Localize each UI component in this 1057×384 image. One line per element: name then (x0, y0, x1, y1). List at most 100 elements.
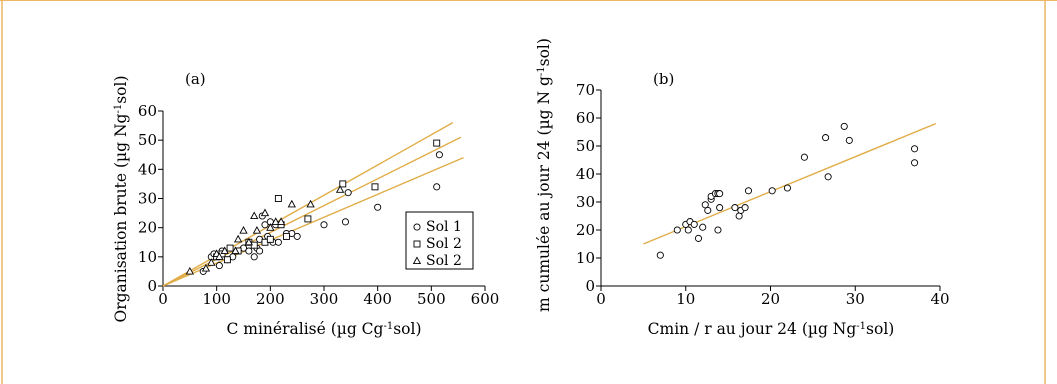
y-tick-label-b: 20 (576, 221, 595, 239)
data-point-b-series-1 (824, 173, 832, 181)
data-point-a-series-3 (335, 185, 345, 193)
data-point-b-series-1 (699, 223, 707, 231)
data-point-b-series-1 (701, 201, 709, 209)
data-point-a-series-2 (266, 235, 274, 243)
data-point-b-series-1 (716, 190, 724, 198)
data-point-a-series-1 (293, 232, 301, 240)
legend-label-sol-2-triangle: Sol 2 (426, 253, 462, 269)
data-point-a-series-2 (282, 232, 290, 240)
data-point-a-series-3 (266, 223, 275, 231)
panel-label-a: (a) (185, 70, 206, 88)
data-point-b-series-1 (741, 204, 749, 212)
data-point-b-series-1 (673, 226, 681, 234)
x-tick-label-a: 500 (417, 290, 446, 308)
data-point-b-series-1 (783, 184, 792, 192)
x-tick-label-b: 20 (761, 290, 780, 308)
data-point-a-series-2 (433, 139, 441, 147)
data-point-a-series-1 (215, 262, 223, 270)
data-point-a-series-3 (201, 263, 211, 272)
data-point-a-series-2 (304, 215, 312, 223)
y-tick-label-a: 0 (147, 277, 157, 295)
y-tick-label-b: 50 (576, 137, 595, 155)
data-point-a-series-3 (252, 226, 262, 234)
data-point-b-series-1 (716, 204, 724, 212)
data-point-a-series-2 (339, 180, 347, 188)
data-point-b-series-1 (731, 204, 739, 212)
x-tick-label-a: 0 (158, 290, 168, 308)
data-point-a-series-1 (274, 238, 282, 246)
data-point-a-series-2 (223, 256, 231, 264)
data-point-a-series-1 (245, 247, 253, 255)
data-point-a-series-3 (250, 211, 259, 220)
data-point-b-series-1 (768, 187, 776, 195)
data-point-a-series-3 (231, 246, 240, 255)
data-point-a-series-1 (433, 183, 441, 191)
x-tick-label-a: 600 (471, 290, 500, 308)
y-tick-label-b: 30 (576, 193, 595, 211)
data-point-a-series-1 (344, 189, 352, 197)
legend-a: Sol 1 Sol 2 Sol 2 (405, 211, 474, 270)
data-point-a-series-1 (250, 253, 258, 261)
y-tick-label-a: 60 (138, 102, 157, 120)
x-tick-label-a: 100 (202, 290, 231, 308)
data-point-a-series-3 (271, 217, 280, 225)
y-tick-label-a: 10 (138, 248, 157, 266)
y-tick-label-b: 40 (576, 165, 595, 183)
x-tick-label-a: 300 (310, 290, 339, 308)
y-axis-title-b: m cumulée au jour 24 (µg N g-1sol) (535, 38, 553, 312)
data-point-a-series-3 (233, 234, 243, 243)
data-point-b-series-1 (684, 226, 692, 234)
chart-panel-a: (a) C minéralisé (µg Cg-1sol) Organisati… (112, 70, 499, 338)
y-tick-label-b: 70 (576, 81, 595, 99)
data-point-b-series-1 (690, 220, 698, 228)
legend-box (405, 211, 474, 270)
data-point-a-series-1 (374, 203, 382, 211)
data-point-b-series-1 (704, 206, 712, 214)
data-point-b-series-1 (714, 226, 722, 234)
legend-marker-1 (413, 223, 421, 231)
y-axis-title-a: Organisation brute (µg Ng-1sol) (112, 76, 130, 323)
x-tick-label-b: 40 (930, 290, 949, 308)
y-tick-label-a: 30 (138, 190, 157, 208)
x-tick-label-b: 0 (596, 290, 606, 308)
data-point-a-series-3 (244, 237, 254, 246)
data-point-b-series-1 (911, 159, 919, 167)
data-point-a-series-1 (341, 218, 350, 226)
data-point-a-series-1 (320, 221, 328, 229)
data-point-b-series-1 (840, 122, 848, 130)
data-point-b-series-1 (911, 145, 919, 153)
y-tick-label-b: 10 (576, 249, 595, 267)
y-tick-label-a: 20 (138, 219, 157, 237)
data-point-a-series-1 (435, 151, 443, 159)
data-point-b-series-1 (744, 187, 753, 195)
legend-label-sol-1: Sol 1 (426, 219, 462, 235)
y-tick-label-a: 50 (138, 131, 157, 149)
data-point-a-series-3 (215, 252, 224, 260)
data-point-a-series-2 (226, 244, 234, 252)
data-point-a-series-2 (371, 183, 379, 191)
data-point-a-series-3 (287, 199, 296, 208)
data-point-a-series-3 (207, 258, 216, 266)
data-point-a-series-3 (276, 217, 286, 225)
x-axis-title-a: C minéralisé (µg Cg-1sol) (226, 320, 421, 338)
data-point-a-series-1 (261, 221, 269, 229)
legend-marker-2 (413, 240, 421, 248)
data-point-a-series-3 (185, 266, 194, 275)
data-point-a-series-3 (239, 226, 248, 234)
data-point-b-series-1 (800, 153, 808, 161)
y-tick-label-b: 60 (576, 109, 595, 127)
data-point-b-series-1 (656, 251, 664, 259)
x-axis-title-b: Cmin / r au jour 24 (µg Ng-1sol) (648, 320, 895, 338)
x-tick-label-b: 30 (846, 290, 865, 308)
x-tick-label-a: 400 (363, 290, 392, 308)
legend-marker-3 (412, 256, 422, 265)
panel-label-b: (b) (653, 70, 674, 88)
data-point-a-series-3 (306, 199, 315, 208)
data-point-b-series-1 (822, 134, 830, 142)
data-point-b-series-1 (694, 234, 703, 242)
x-tick-label-a: 200 (256, 290, 285, 308)
data-point-a-series-3 (220, 246, 229, 255)
y-tick-label-b: 0 (585, 277, 595, 295)
